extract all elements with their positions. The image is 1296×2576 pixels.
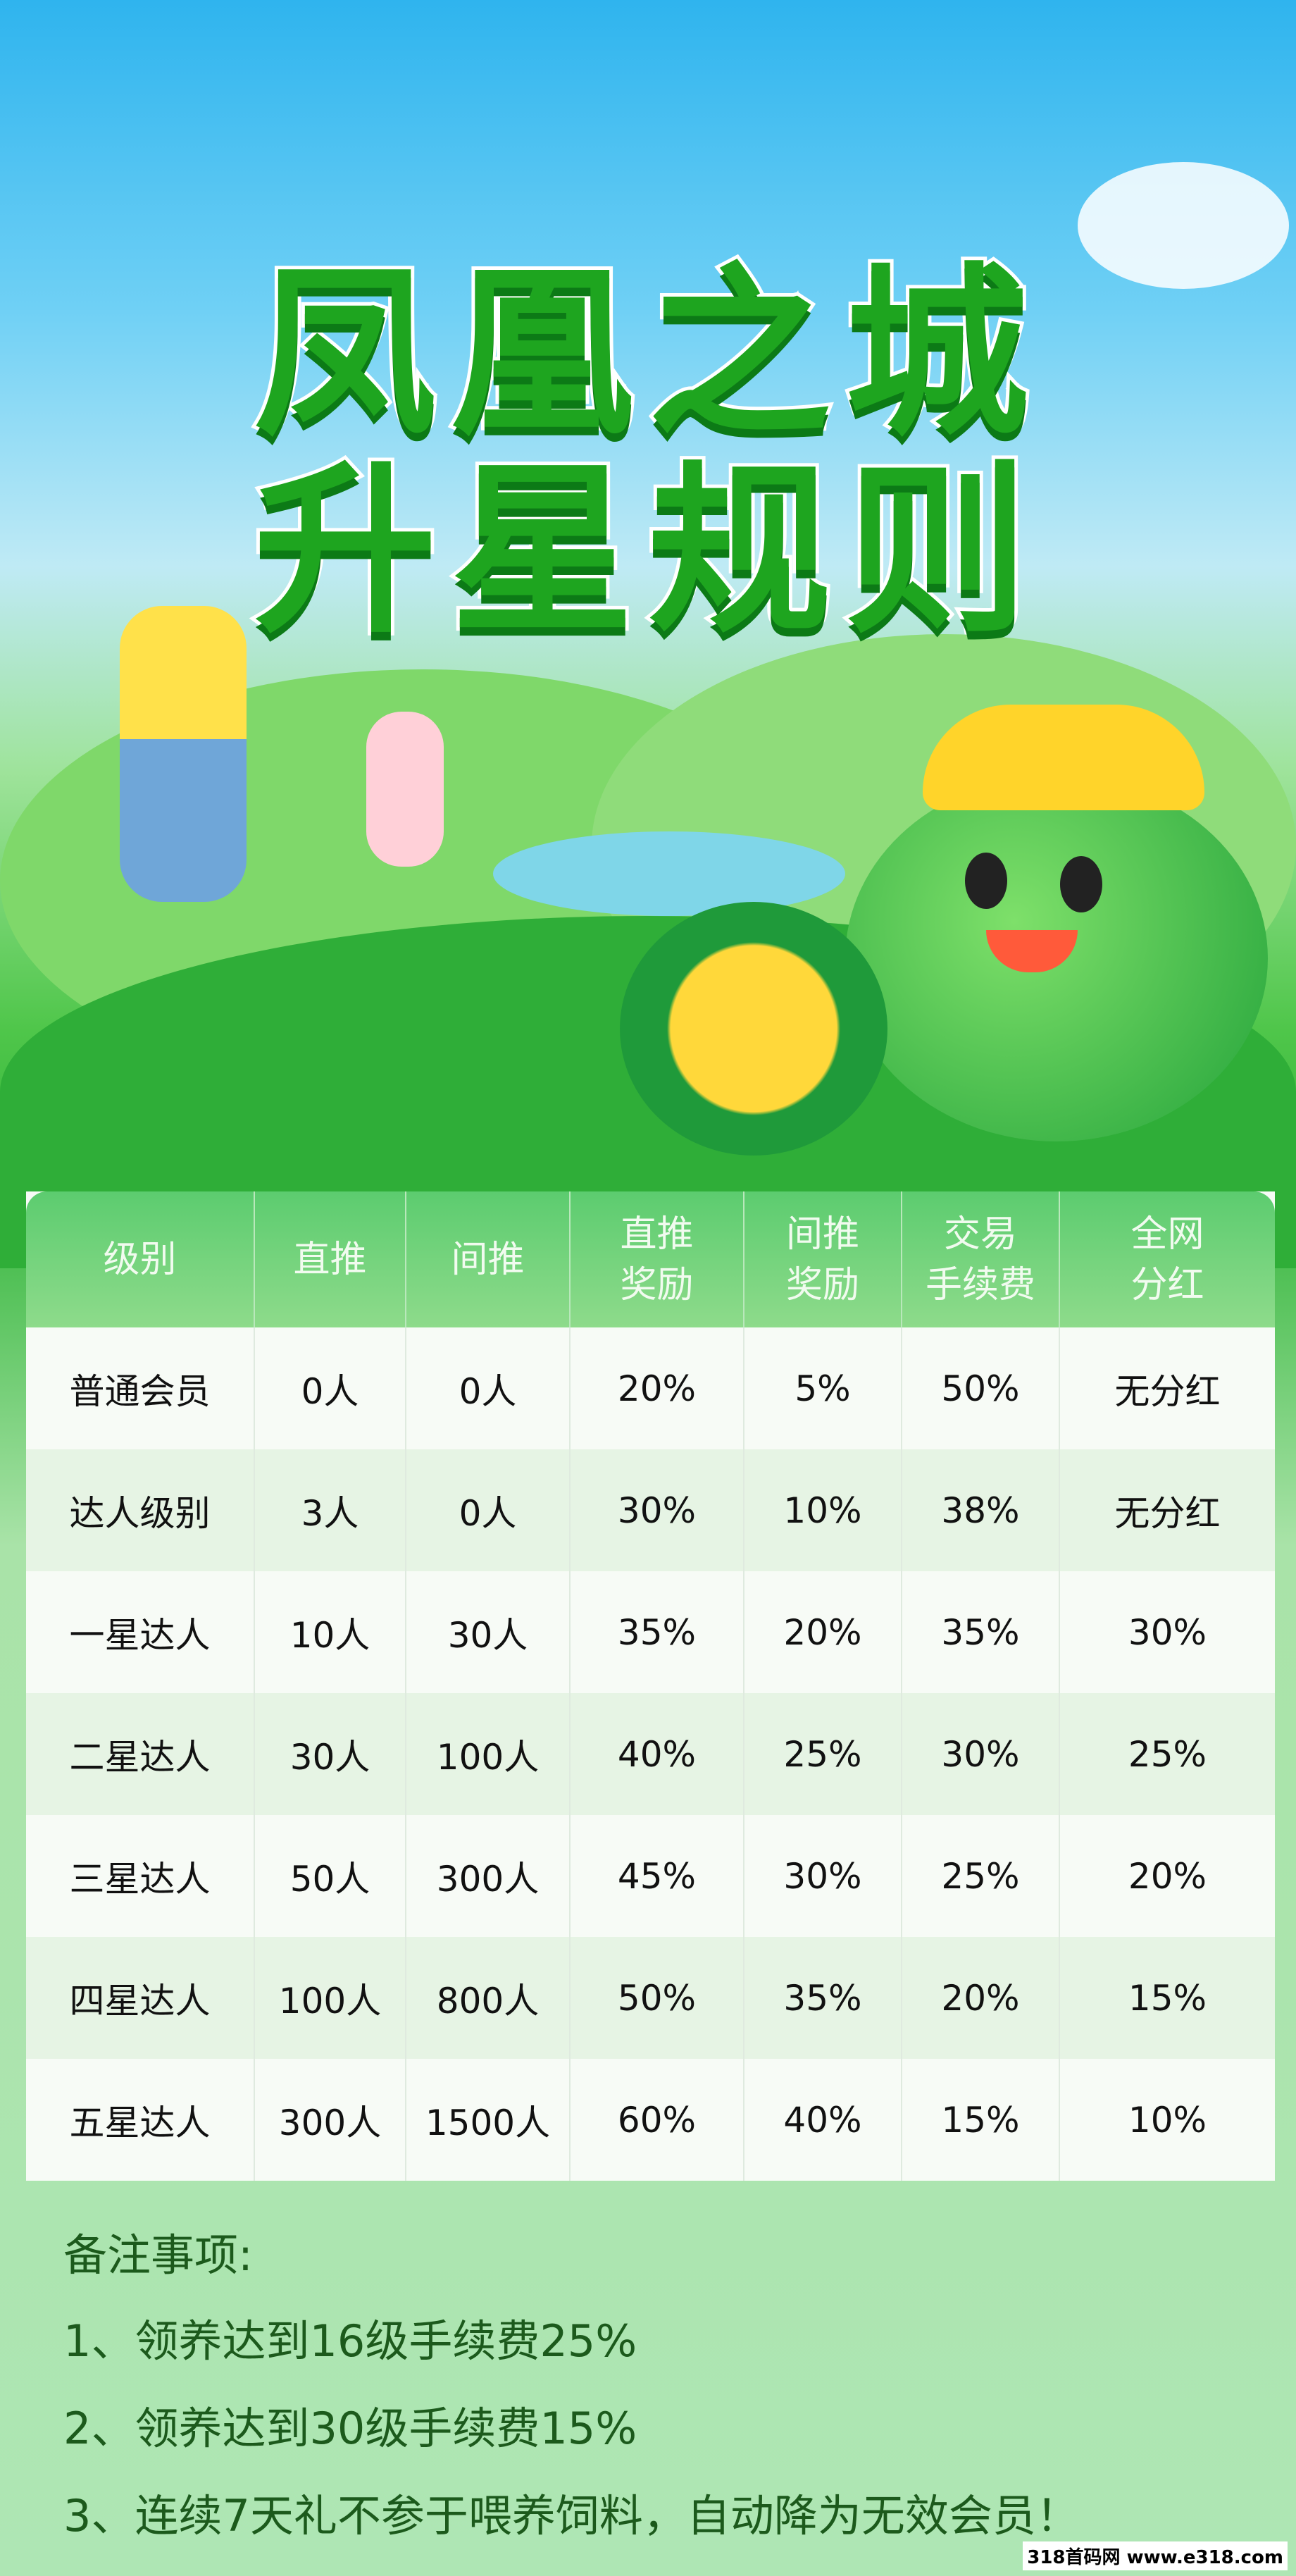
mascot-eye (965, 853, 1007, 909)
table-cell: 三星达人 (26, 1815, 255, 1937)
table-cell: 无分红 (1114, 1370, 1221, 1412)
table-cell: 10人 (254, 1571, 406, 1693)
table-cell: 30人 (254, 1693, 406, 1815)
table-cell: 达人级别 (26, 1449, 255, 1571)
table-cell: 30% (744, 1815, 902, 1937)
column-header-text: 间推 (451, 1238, 525, 1281)
note-item: 2、领养达到30级手续费15% (63, 2403, 637, 2454)
table-row: 四星达人 100人 800人 50% 35% 20% 15% (26, 1937, 1275, 2059)
table-cell: 25% (902, 1815, 1060, 1937)
table-cell: 25% (1059, 1693, 1275, 1815)
table-cell: 3人 (254, 1449, 406, 1571)
table-cell: 0人 (406, 1449, 571, 1571)
table-cell: 30% (1128, 1611, 1207, 1653)
column-header: 级别 (26, 1191, 255, 1327)
table-cell: 30% (902, 1693, 1060, 1815)
table-row: 达人级别 3人 0人 30% 10% 38% 无分红 (26, 1449, 1275, 1571)
table-cell: 38% (902, 1449, 1060, 1571)
column-header-text: 直推 (293, 1238, 367, 1281)
table-cell: 0人 (406, 1327, 571, 1449)
table-cell: 25% (744, 1693, 902, 1815)
column-header: 交易 手续费 (902, 1191, 1060, 1327)
table-header-row: 级别 直推 间推 直推 奖励 间推 奖励 交易 手续费 全网 分红 (26, 1191, 1275, 1327)
table-cell: 10% (744, 1449, 902, 1571)
column-header-text: 奖励 (785, 1263, 859, 1306)
column-header: 全网 分红 (1059, 1191, 1275, 1327)
column-header: 间推 (406, 1191, 571, 1327)
table-cell: 5% (744, 1327, 902, 1449)
lake (493, 831, 845, 916)
table-cell: 一星达人 (26, 1571, 255, 1693)
table-cell: 35% (570, 1571, 744, 1693)
table-cell: 0人 (254, 1327, 406, 1449)
table-cell: 20% (902, 1937, 1060, 2059)
table-cell: 50人 (254, 1815, 406, 1937)
table-row: 一星达人 10人 30人 35% 20% 35% 30% (26, 1571, 1275, 1693)
table-cell: 35% (744, 1937, 902, 2059)
mascot-shell (620, 902, 887, 1156)
star-rules-table: 级别 直推 间推 直推 奖励 间推 奖励 交易 手续费 全网 分红 普通会员 0人 0人 20% 5% 50%… (26, 1191, 1275, 2181)
table-cell: 1500人 (406, 2059, 571, 2181)
column-header-text: 间推 (785, 1213, 859, 1256)
title-line1: 凤凰之城 (250, 244, 1042, 464)
table-cell: 100人 (254, 1937, 406, 2059)
mascot-eye (1060, 856, 1102, 912)
column-header-text: 奖励 (620, 1263, 694, 1306)
table-cell: 100人 (406, 1693, 571, 1815)
title-line2: 升星规则 (250, 442, 1042, 662)
table-cell: 15% (902, 2059, 1060, 2181)
table-cell: 40% (744, 2059, 902, 2181)
table-row: 三星达人 50人 300人 45% 30% 25% 20% (26, 1815, 1275, 1937)
table-cell: 10% (1128, 2099, 1207, 2141)
column-header-text: 全网 (1130, 1213, 1204, 1256)
table-row: 二星达人 30人 100人 40% 25% 30% 25% (26, 1693, 1275, 1815)
table-cell: 50% (902, 1327, 1060, 1449)
column-header: 直推 奖励 (570, 1191, 744, 1327)
column-header: 直推 (254, 1191, 406, 1327)
table-cell: 20% (570, 1327, 744, 1449)
table-cell: 五星达人 (26, 2059, 255, 2181)
table-cell: 45% (570, 1815, 744, 1937)
mascot-hat (923, 705, 1204, 810)
table-cell: 普通会员 (26, 1327, 255, 1449)
table-cell: 300人 (406, 1815, 571, 1937)
person-figure (120, 606, 247, 902)
table-cell: 四星达人 (26, 1937, 255, 2059)
table-cell: 15% (1059, 1937, 1275, 2059)
table-cell: 800人 (406, 1937, 571, 2059)
column-header-text: 交易 (943, 1213, 1017, 1256)
column-header-text: 分红 (1130, 1263, 1204, 1306)
column-header-text: 手续费 (925, 1263, 1035, 1306)
column-header-text: 级别 (103, 1238, 177, 1281)
table-cell: 二星达人 (26, 1693, 255, 1815)
column-header-text: 直推 (620, 1213, 694, 1256)
table-cell: 50% (570, 1937, 744, 2059)
cloud (1078, 162, 1289, 289)
table-cell: 35% (902, 1571, 1060, 1693)
table-cell: 无分红 (1059, 1449, 1275, 1571)
watermark: 318首码网 www.e318.com (1023, 2541, 1288, 2570)
table-row: 普通会员 0人 0人 20% 5% 50% 无分红 (26, 1327, 1275, 1449)
notes-heading: 备注事项: (63, 2229, 253, 2281)
note-item: 1、领养达到16级手续费25% (63, 2315, 637, 2367)
table-cell: 30人 (406, 1571, 571, 1693)
table-cell: 30% (570, 1449, 744, 1571)
column-header: 间推 奖励 (744, 1191, 902, 1327)
table-cell: 300人 (254, 2059, 406, 2181)
table-cell: 40% (570, 1693, 744, 1815)
table-cell: 20% (744, 1571, 902, 1693)
child-figure (366, 712, 444, 867)
table-row: 五星达人 300人 1500人 60% 40% 15% 10% (26, 2059, 1275, 2181)
note-item: 3、连续7天礼不参于喂养饲料，自动降为无效会员！ (63, 2490, 1080, 2541)
table-cell: 20% (1128, 1855, 1207, 1897)
table-cell: 60% (570, 2059, 744, 2181)
